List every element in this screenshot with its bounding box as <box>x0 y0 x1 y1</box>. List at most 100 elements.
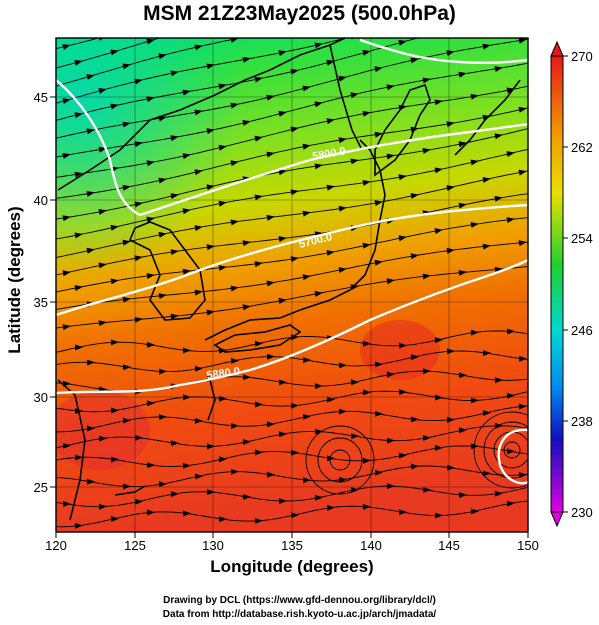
wind-arrow <box>422 77 431 84</box>
wind-arrow <box>446 416 455 423</box>
wind-arrow <box>518 169 527 176</box>
wind-arrow <box>170 491 179 498</box>
wind-arrow <box>206 128 215 135</box>
wind-arrow <box>362 111 371 117</box>
wind-arrow <box>410 463 419 470</box>
wind-arrow <box>122 483 131 490</box>
wind-arrow <box>170 193 179 199</box>
wind-arrow <box>194 109 203 116</box>
wind-arrow <box>230 160 239 167</box>
colorbar-tick-label: 238 <box>571 414 593 429</box>
wind-arrow <box>266 421 275 428</box>
wind-arrow <box>362 49 371 56</box>
wind-arrow <box>446 464 455 471</box>
wind-arrow <box>410 354 419 361</box>
wind-arrow <box>302 274 311 281</box>
wind-arrow <box>470 222 479 228</box>
colorbar-max-arrow <box>550 40 564 57</box>
wind-arrow <box>170 14 179 20</box>
wind-arrow <box>494 422 503 429</box>
wind-arrow <box>326 250 335 256</box>
wind-arrow <box>362 180 371 186</box>
wind-arrow <box>458 3 467 9</box>
colorbar-min-arrow <box>550 511 564 528</box>
wind-arrow <box>122 239 131 246</box>
streamline <box>56 38 161 69</box>
wind-arrow <box>146 96 155 103</box>
wind-arrow <box>470 22 479 28</box>
wind-arrow <box>422 486 431 493</box>
colorbar-strip <box>550 55 564 513</box>
wind-arrow <box>434 445 443 451</box>
wind-arrow <box>362 340 371 347</box>
wind-arrow <box>182 153 191 160</box>
wind-arrow <box>158 368 167 375</box>
wind-arrow <box>422 148 431 154</box>
wind-arrow <box>158 53 167 60</box>
wind-arrow <box>302 143 311 150</box>
wind-arrow <box>302 23 311 29</box>
wind-arrow <box>74 59 83 66</box>
streamline <box>56 266 528 329</box>
wind-arrow <box>230 285 239 292</box>
wind-arrow <box>434 99 443 106</box>
streamline-swirl <box>329 449 351 471</box>
wind-arrow <box>338 267 347 273</box>
wind-arrow <box>422 13 431 19</box>
streamline-swirl <box>503 441 521 459</box>
x-axis-tick-labels: 120 125 130 135 140 145 150 <box>45 538 539 553</box>
wind-arrow <box>86 128 95 135</box>
wind-arrow <box>98 88 107 94</box>
wind-arrow <box>182 28 191 34</box>
wind-arrow <box>134 141 143 148</box>
wind-arrow <box>350 379 359 386</box>
wind-arrow <box>338 362 347 369</box>
wind-arrow <box>218 516 227 523</box>
x-tick-label: 135 <box>281 538 303 553</box>
wind-arrow <box>146 341 155 348</box>
wind-arrow <box>230 357 239 364</box>
wind-arrow <box>290 449 299 456</box>
x-tick-label: 130 <box>202 538 224 553</box>
wind-streamlines <box>56 0 528 529</box>
wind-arrow <box>458 71 467 78</box>
wind-arrow <box>314 428 323 435</box>
wind-arrow <box>326 0 335 2</box>
wind-arrow <box>314 383 323 390</box>
wind-arrow <box>74 112 83 119</box>
wind-arrow <box>134 78 143 85</box>
wind-arrow <box>182 462 191 469</box>
wind-arrow <box>134 255 143 262</box>
wind-arrow <box>278 297 287 304</box>
streamline <box>56 425 528 449</box>
wind-arrow <box>326 184 335 191</box>
wind-arrow <box>506 500 515 507</box>
wind-arrow <box>218 395 227 402</box>
wind-arrow <box>182 347 191 354</box>
wind-arrow <box>62 270 71 277</box>
wind-arrow <box>302 85 311 92</box>
wind-arrow <box>146 273 155 279</box>
wind-arrow <box>494 490 503 497</box>
wind-arrow <box>146 38 155 45</box>
wind-arrow <box>362 242 371 249</box>
wind-arrow <box>458 141 467 148</box>
wind-arrow <box>218 19 227 25</box>
wind-arrow <box>110 103 119 110</box>
temperature-field <box>56 38 528 532</box>
wind-arrow <box>386 483 395 490</box>
wind-arrow <box>434 31 443 37</box>
wind-arrow <box>470 508 479 515</box>
wind-arrow <box>194 417 203 424</box>
wind-arrow <box>362 389 371 396</box>
wind-arrow <box>242 120 251 126</box>
wind-arrow <box>266 353 275 360</box>
wind-arrow <box>110 49 119 56</box>
wind-arrow <box>230 102 239 109</box>
wind-arrow <box>278 379 287 386</box>
wind-arrow <box>110 456 119 463</box>
wind-arrow <box>386 437 395 444</box>
wind-arrow <box>182 89 191 96</box>
wind-arrow <box>158 481 167 488</box>
